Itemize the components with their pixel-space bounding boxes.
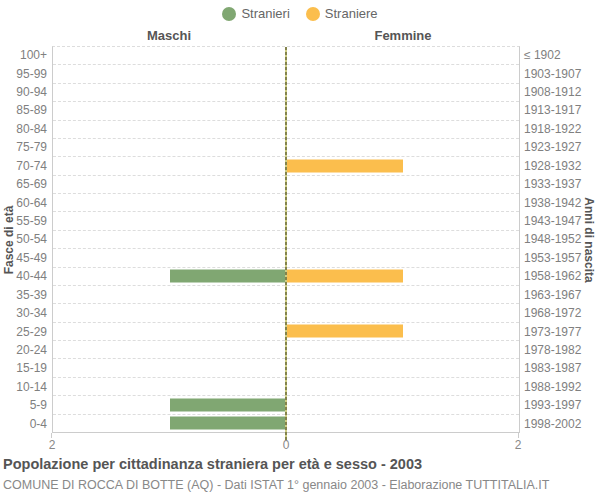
age-label-35-39: 35-39: [0, 285, 47, 303]
zero-axis-line: [285, 47, 287, 440]
chart-title: Popolazione per cittadinanza straniera p…: [3, 456, 422, 472]
age-label-75-79: 75-79: [0, 138, 47, 156]
birth-year-label-4: 1918-1922: [524, 120, 600, 138]
legend-item-stranieri[interactable]: Stranieri: [222, 6, 289, 21]
birth-year-label-7: 1933-1937: [524, 175, 600, 193]
x-tickmark-right: [518, 433, 519, 438]
birth-year-label-2: 1908-1912: [524, 83, 600, 101]
bar-stranieri-40-44[interactable]: [170, 270, 287, 283]
birth-year-label-3: 1913-1917: [524, 101, 600, 119]
bar-straniere-25-29[interactable]: [286, 325, 403, 338]
x-tickmark-left: [51, 433, 52, 438]
bar-stranieri-0-4[interactable]: [170, 417, 287, 430]
birth-year-label-18: 1988-1992: [524, 378, 600, 396]
birth-year-label-14: 1968-1972: [524, 304, 600, 322]
stranieri-swatch-icon: [222, 7, 236, 21]
left-axis-title: Fasce di età: [2, 206, 16, 275]
birth-year-label-20: 1998-2002: [524, 414, 600, 432]
age-label-30-34: 30-34: [0, 304, 47, 322]
age-label-10-14: 10-14: [0, 378, 47, 396]
straniere-swatch-icon: [306, 7, 320, 21]
legend: Stranieri Straniere: [0, 6, 600, 21]
age-label-0-4: 0-4: [0, 414, 47, 432]
right-axis-title: Anni di nascita: [582, 197, 596, 282]
male-header: Maschi: [52, 28, 286, 43]
age-label-15-19: 15-19: [0, 359, 47, 377]
population-pyramid-chart: Stranieri Straniere Maschi Femmine 100+9…: [0, 0, 600, 500]
birth-year-label-5: 1923-1927: [524, 138, 600, 156]
x-tick-center: 0: [266, 438, 306, 452]
age-label-5-9: 5-9: [0, 396, 47, 414]
legend-label-stranieri: Stranieri: [241, 6, 289, 21]
age-label-25-29: 25-29: [0, 322, 47, 340]
bar-straniere-70-74[interactable]: [286, 159, 403, 172]
legend-label-straniere: Straniere: [325, 6, 378, 21]
age-label-80-84: 80-84: [0, 120, 47, 138]
plot-area: [52, 46, 520, 433]
birth-year-label-13: 1963-1967: [524, 285, 600, 303]
female-header: Femmine: [286, 28, 520, 43]
birth-year-label-1: 1903-1907: [524, 64, 600, 82]
chart-subtitle: COMUNE DI ROCCA DI BOTTE (AQ) - Dati IST…: [3, 478, 549, 492]
birth-year-label-17: 1983-1987: [524, 359, 600, 377]
age-label-65-69: 65-69: [0, 175, 47, 193]
age-label-95-99: 95-99: [0, 64, 47, 82]
age-label-90-94: 90-94: [0, 83, 47, 101]
x-tick-left: 2: [32, 438, 72, 452]
birth-year-label-19: 1993-1997: [524, 396, 600, 414]
birth-year-label-16: 1978-1982: [524, 341, 600, 359]
x-tick-right: 2: [498, 438, 538, 452]
age-label-70-74: 70-74: [0, 157, 47, 175]
age-label-20-24: 20-24: [0, 341, 47, 359]
birth-year-label-6: 1928-1932: [524, 157, 600, 175]
bar-stranieri-5-9[interactable]: [170, 398, 287, 411]
birth-year-label-15: 1973-1977: [524, 322, 600, 340]
bar-straniere-40-44[interactable]: [286, 270, 403, 283]
age-label-85-89: 85-89: [0, 101, 47, 119]
age-label-100+: 100+: [0, 46, 47, 64]
birth-year-label-0: ≤ 1902: [524, 46, 600, 64]
legend-item-straniere[interactable]: Straniere: [306, 6, 378, 21]
